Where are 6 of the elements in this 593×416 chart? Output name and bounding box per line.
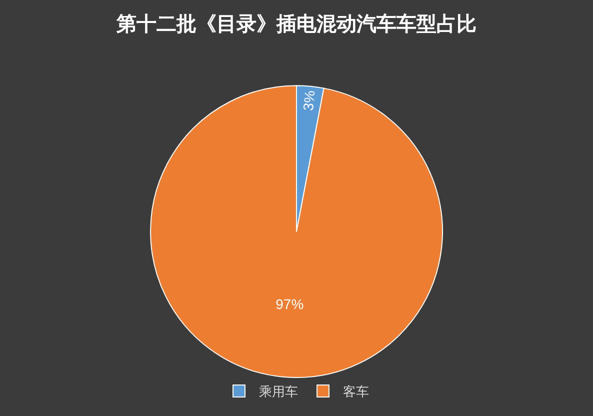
data-label: 97%	[276, 296, 304, 312]
legend-label: 乘用车	[259, 384, 298, 400]
chart-title: 第十二批《目录》插电混动汽车车型占比	[116, 12, 476, 36]
data-label: 3%	[300, 90, 318, 112]
pie-slice	[150, 85, 443, 378]
legend-label: 客车	[343, 384, 369, 400]
